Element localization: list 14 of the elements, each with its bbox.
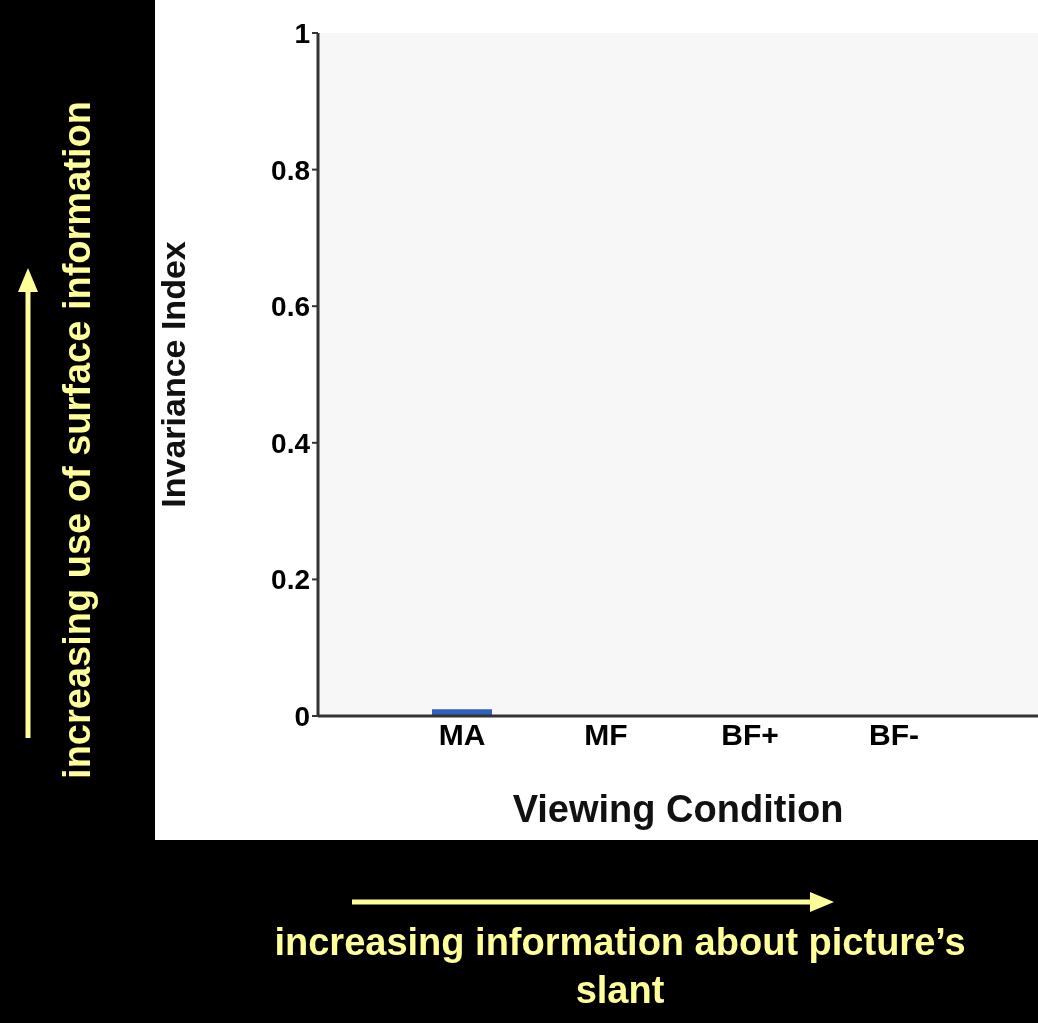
y-tick-label: 0 (294, 700, 310, 732)
y-tick-label: 0.8 (271, 154, 310, 186)
y-tick-label: 0.4 (271, 427, 311, 459)
x-tick-label: MF (584, 718, 628, 752)
x-tick-label: BF- (869, 718, 919, 752)
x-tick-label: MA (438, 718, 486, 752)
x-axis-title: Viewing Condition (512, 788, 844, 830)
x-tick-label: BF+ (721, 718, 779, 752)
y-axis-title: Invariance Index (154, 241, 193, 508)
text: increasing information about picture’s slant (273, 920, 967, 1013)
y-tick-label: 0.2 (271, 564, 310, 596)
text: increasing use of surface information (55, 101, 99, 779)
y-tick-label: 0.6 (271, 291, 310, 323)
y-tick-label: 1 (294, 17, 310, 49)
